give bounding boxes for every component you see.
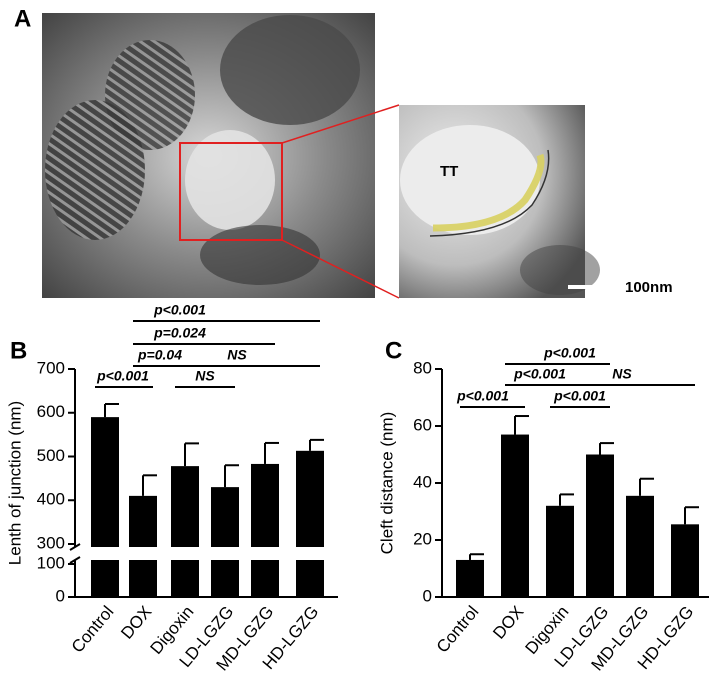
y-tick-label: 300 — [37, 533, 65, 552]
bar — [129, 495, 157, 597]
zoom-image — [399, 105, 600, 298]
tt-label: TT — [440, 163, 458, 180]
y-axis-label: Lenth of junction (nm) — [5, 401, 24, 565]
significance-label: p<0.001 — [553, 388, 606, 404]
significance-label: NS — [612, 366, 632, 382]
y-tick-label: 600 — [37, 402, 65, 421]
significance-label: p<0.001 — [513, 366, 566, 382]
y-tick-label: 500 — [37, 446, 65, 465]
panel-label: B — [10, 337, 27, 364]
zoom-line — [281, 104, 400, 144]
x-tick-label: DOX — [489, 602, 527, 642]
break-mark — [69, 556, 81, 564]
significance-label: p<0.001 — [543, 345, 596, 361]
significance-label: NS — [195, 368, 215, 384]
y-tick-label: 40 — [413, 472, 432, 491]
panel-label: A — [14, 5, 31, 32]
bar — [296, 450, 324, 597]
x-tick-label: Control — [433, 602, 483, 656]
bar — [91, 417, 119, 597]
significance-label: p<0.001 — [153, 302, 206, 318]
break-mark — [69, 543, 81, 551]
y-tick-label: 0 — [56, 586, 65, 605]
bar — [501, 434, 529, 597]
y-tick-label: 60 — [413, 415, 432, 434]
bar — [586, 454, 614, 597]
x-tick-label: Control — [68, 602, 118, 656]
panel-label: C — [385, 337, 402, 364]
y-tick-label: 400 — [37, 490, 65, 509]
scale-bar-label: 100nm — [625, 279, 673, 296]
y-tick-label: 700 — [37, 358, 65, 377]
bar — [456, 559, 484, 597]
zoom-line — [281, 239, 400, 299]
bar — [171, 466, 199, 597]
bar — [211, 487, 239, 597]
x-tick-label: DOX — [117, 602, 155, 642]
bar — [671, 524, 699, 597]
significance-label: p=0.04 — [137, 347, 182, 363]
y-tick-label: 20 — [413, 529, 432, 548]
significance-label: p<0.001 — [96, 368, 149, 384]
bar — [546, 505, 574, 597]
significance-label: NS — [227, 347, 247, 363]
y-tick-label: 100 — [37, 553, 65, 572]
y-tick-label: 0 — [423, 586, 432, 605]
axis-break — [76, 547, 339, 560]
significance-label: p<0.001 — [456, 388, 509, 404]
em-image — [42, 13, 375, 298]
bar — [626, 495, 654, 597]
y-tick-label: 80 — [413, 358, 432, 377]
y-axis-label: Cleft distance (nm) — [377, 412, 396, 555]
bar — [251, 463, 279, 597]
significance-label: p=0.024 — [153, 325, 206, 341]
